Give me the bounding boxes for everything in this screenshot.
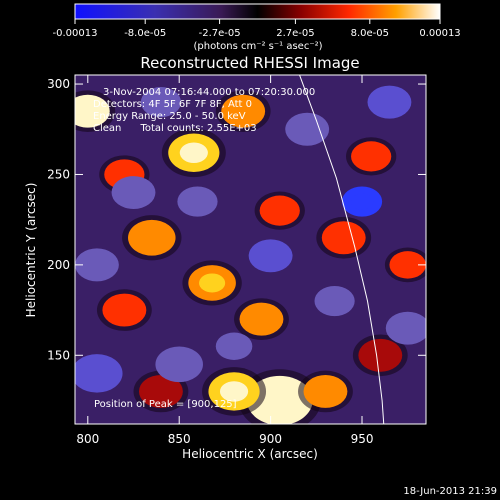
colorbar-tick-label-5: 0.00013 — [419, 28, 460, 39]
heatmap-blob-25 — [385, 311, 426, 345]
axis-ticks: 800 850 900 950 150 200 250 300 — [47, 75, 426, 446]
colorbar-tick-label-3: 2.7e-05 — [276, 28, 314, 39]
y-tick-label-200: 200 — [47, 258, 70, 272]
heatmap-area — [75, 75, 426, 424]
x-axis-label: Heliocentric X (arcsec) — [182, 447, 318, 461]
y-tick-label-300: 300 — [47, 77, 70, 91]
observation-info: 3-Nov-2004 07:16:44.000 to 07:20:30.000 … — [93, 87, 315, 410]
chart-title: Reconstructed RHESSI Image — [140, 54, 359, 72]
heatmap-blob-7 — [239, 302, 284, 336]
heatmap-blob-17 — [155, 346, 203, 383]
heatmap-core-1 — [219, 381, 249, 402]
heatmap-blob-13 — [351, 141, 392, 172]
time-range-text: 3-Nov-2004 07:16:44.000 to 07:20:30.000 — [103, 87, 315, 98]
colorbar-tick-label-1: -8.0e-05 — [124, 28, 166, 39]
x-tick-label-900: 900 — [259, 432, 282, 446]
heatmap-blob-15 — [138, 374, 183, 408]
heatmap-blob-26 — [314, 285, 355, 317]
clean-counts-text: Clean Total counts: 2.55E+03 — [93, 123, 257, 134]
heatmap-blob-5 — [128, 219, 176, 256]
heatmap-blob-9 — [321, 221, 366, 255]
heatmap-blob-18 — [75, 354, 123, 393]
x-tick-label-800: 800 — [76, 432, 99, 446]
x-tick-label-850: 850 — [168, 432, 191, 446]
heatmap-blob-27 — [75, 248, 119, 282]
peak-position-text: Position of Peak = [900,125] — [94, 399, 237, 410]
y-axis-label: Heliocentric Y (arcsec) — [24, 183, 38, 318]
solar-limb-line — [299, 75, 385, 424]
heatmap-blob-24 — [285, 112, 330, 146]
heatmap-blob-29 — [140, 87, 182, 118]
heatmap-blob-22 — [248, 239, 293, 273]
plot-frame — [74, 74, 427, 425]
heatmap-blob-21 — [111, 176, 156, 209]
heatmap-blob-11 — [303, 374, 348, 408]
heatmap-blob-20 — [367, 85, 412, 119]
y-tick-label-250: 250 — [47, 167, 70, 181]
heatmap-blob-23 — [177, 186, 218, 217]
footer-timestamp: 18-Jun-2013 21:39 — [403, 486, 497, 497]
heatmap-blob-12 — [259, 195, 300, 226]
heatmap-blobs — [75, 85, 426, 424]
heatmap-core-3 — [179, 142, 208, 163]
y-tick-label-150: 150 — [47, 348, 70, 362]
heatmap-blob-4 — [221, 94, 266, 128]
heatmap-blob-28 — [215, 332, 253, 360]
heatmap-core-6 — [199, 273, 226, 293]
colorbar: -0.00013 -8.0e-05 -2.7e-05 2.7e-05 8.0e-05 0.… — [53, 3, 461, 52]
heatmap-blob-8 — [102, 293, 147, 327]
heatmap-blob-10 — [389, 251, 426, 279]
colorbar-gradient — [74, 3, 441, 20]
heatmap-blob-14 — [358, 338, 403, 372]
heatmap-core-2 — [75, 102, 100, 120]
colorbar-ticks: -0.00013 -8.0e-05 -2.7e-05 2.7e-05 8.0e-05 0.… — [53, 19, 461, 39]
detectors-text: Detectors: 4F 5F 6F 7F 8F, Att 0 — [93, 99, 252, 110]
colorbar-tick-label-0: -0.00013 — [53, 28, 98, 39]
energy-range-text: Energy Range: 25.0 - 50.0 keV — [93, 111, 246, 122]
colorbar-tick-label-4: 8.0e-05 — [351, 28, 389, 39]
heatmap-core-0 — [261, 387, 298, 414]
heatmap-core-19 — [350, 193, 374, 210]
colorbar-unit-label: (photons cm⁻² s⁻¹ asec⁻²) — [193, 41, 322, 52]
x-tick-label-950: 950 — [351, 432, 374, 446]
colorbar-tick-label-2: -2.7e-05 — [199, 28, 241, 39]
